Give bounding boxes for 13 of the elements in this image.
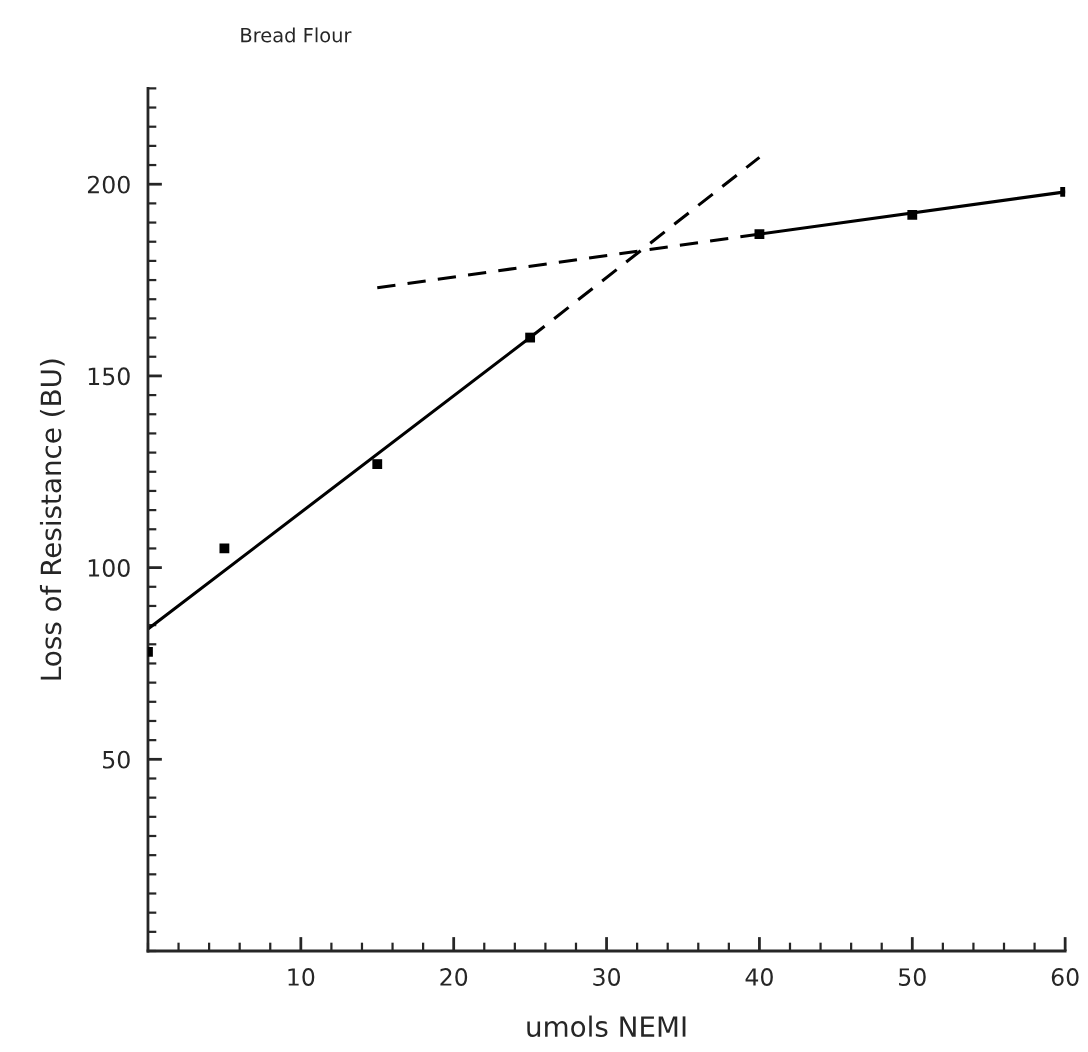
y-tick-label: 100: [88, 559, 130, 577]
y-tick-label: 50: [103, 750, 130, 769]
y-tick-label: 200: [87, 175, 130, 194]
y-axis-title: Loss of Resistance (BU): [39, 359, 65, 680]
x-tick-label: 60: [1051, 968, 1079, 986]
y-tick-label: 150: [88, 367, 130, 386]
x-tick-label: 20: [440, 968, 468, 986]
x-tick-label: 30: [593, 968, 621, 986]
x-tick-label: 10: [288, 968, 315, 986]
x-axis-title: umols NEMI: [527, 1015, 686, 1038]
chart-title: Bread Flour: [241, 27, 352, 43]
x-tick-label: 40: [745, 968, 773, 986]
x-tick-label: 50: [899, 968, 926, 986]
